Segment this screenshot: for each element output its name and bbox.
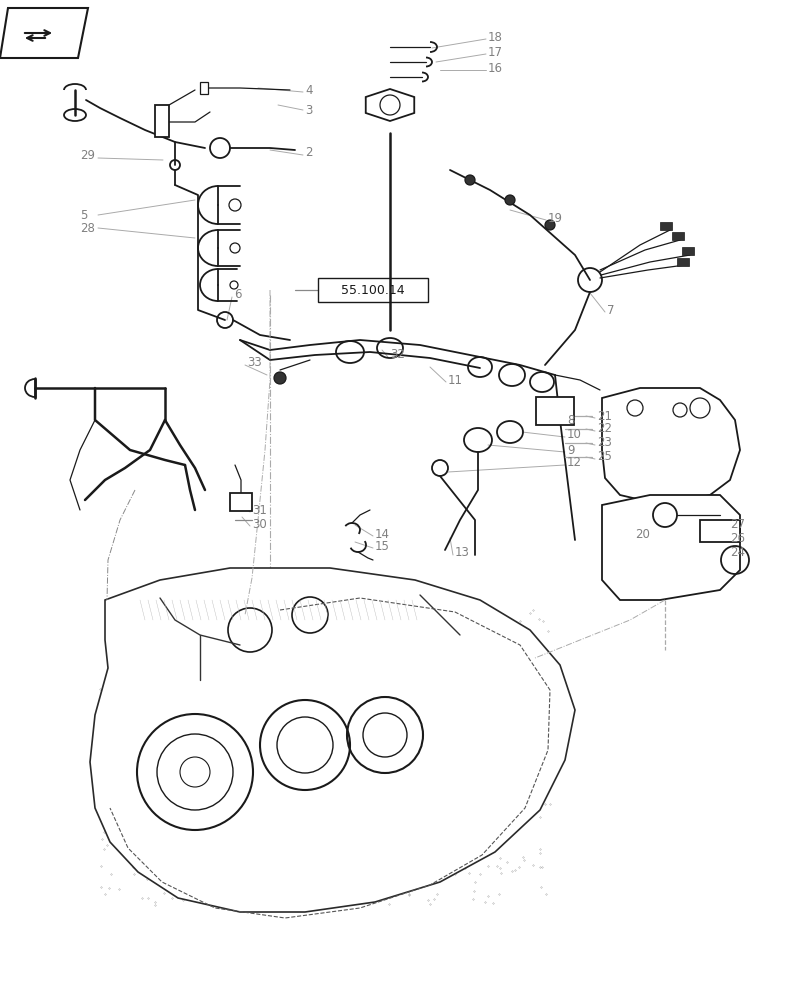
Text: 31: 31: [251, 504, 267, 516]
Bar: [230, 493, 251, 511]
Circle shape: [544, 220, 554, 230]
Text: 14: 14: [375, 528, 389, 540]
Text: 17: 17: [487, 46, 502, 59]
Text: 26: 26: [729, 532, 744, 544]
Text: 24: 24: [729, 546, 744, 560]
Text: 32: 32: [389, 349, 405, 361]
Text: 11: 11: [448, 373, 462, 386]
Text: 2: 2: [305, 146, 312, 159]
Text: 10: 10: [566, 428, 581, 442]
Polygon shape: [601, 388, 739, 502]
Text: 19: 19: [547, 212, 562, 225]
Text: 6: 6: [234, 288, 241, 302]
Text: 22: 22: [596, 422, 611, 436]
Text: 29: 29: [80, 149, 95, 162]
Bar: [535, 397, 573, 425]
Text: 12: 12: [566, 456, 581, 470]
Bar: [155, 105, 169, 137]
Text: 16: 16: [487, 62, 502, 75]
Text: 27: 27: [729, 518, 744, 530]
Text: 55.100.14: 55.100.14: [341, 284, 405, 296]
Text: 7: 7: [607, 304, 614, 316]
Text: 9: 9: [566, 444, 574, 456]
Polygon shape: [0, 8, 88, 58]
Text: 23: 23: [596, 436, 611, 450]
Text: 28: 28: [80, 222, 95, 235]
Text: 4: 4: [305, 84, 312, 97]
Bar: [659, 222, 672, 230]
Circle shape: [504, 195, 514, 205]
Bar: [200, 82, 208, 94]
Text: 18: 18: [487, 31, 502, 44]
Bar: [699, 520, 739, 542]
Polygon shape: [365, 89, 414, 121]
Text: 8: 8: [566, 414, 573, 426]
Bar: [681, 247, 693, 255]
Circle shape: [273, 372, 285, 384]
Text: 3: 3: [305, 104, 312, 117]
Text: 13: 13: [454, 546, 470, 560]
Polygon shape: [601, 495, 739, 600]
Bar: [676, 258, 689, 266]
Text: 33: 33: [247, 357, 261, 369]
Text: 5: 5: [80, 209, 88, 222]
Text: 20: 20: [634, 528, 649, 542]
Text: 30: 30: [251, 518, 267, 530]
Circle shape: [465, 175, 474, 185]
Bar: [672, 232, 683, 240]
Text: 25: 25: [596, 450, 611, 464]
Text: 21: 21: [596, 410, 611, 422]
Text: 15: 15: [375, 540, 389, 552]
Polygon shape: [90, 568, 574, 912]
Bar: [318, 278, 427, 302]
